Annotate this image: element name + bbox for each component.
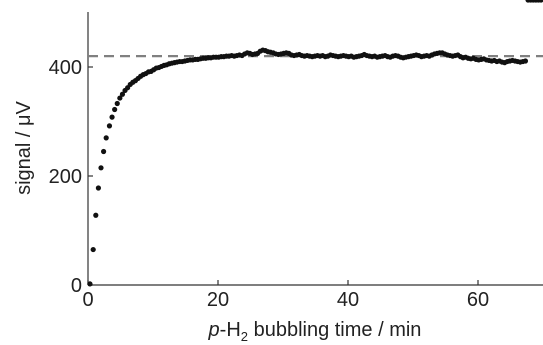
data-point: [117, 95, 123, 101]
x-tick-label: 20: [207, 289, 229, 311]
data-point: [522, 58, 529, 64]
data-points: [87, 0, 543, 287]
x-tick-label: 40: [337, 289, 359, 311]
x-tick-label: 60: [467, 289, 489, 311]
x-axis-label-italic: p: [208, 319, 220, 341]
data-point: [90, 246, 96, 253]
x-axis-label-rest: bubbling time / min: [248, 319, 421, 341]
y-tick-label: 200: [49, 166, 82, 188]
data-point: [103, 135, 109, 141]
data-point: [95, 185, 101, 191]
axes: [87, 12, 543, 286]
x-tick-label: 0: [82, 289, 93, 311]
x-axis-label: p-H2 bubbling time / min: [208, 319, 422, 344]
data-point: [109, 114, 115, 120]
y-tick-label: 0: [71, 275, 82, 297]
y-tick-label: 400: [49, 57, 82, 79]
data-point: [98, 165, 104, 171]
x-axis-label-subscript: 2: [241, 329, 248, 344]
data-point: [93, 212, 99, 218]
data-point: [106, 123, 113, 129]
data-point: [87, 281, 93, 287]
data-point: [538, 0, 543, 3]
ticks: 0 20 40 60 0 200 400: [49, 57, 490, 311]
data-point: [112, 106, 118, 113]
data-point: [119, 91, 126, 97]
data-point: [101, 148, 107, 155]
x-axis-label-main: -H: [220, 319, 241, 341]
data-point: [114, 100, 120, 107]
y-axis-label: signal / μV: [13, 100, 35, 194]
